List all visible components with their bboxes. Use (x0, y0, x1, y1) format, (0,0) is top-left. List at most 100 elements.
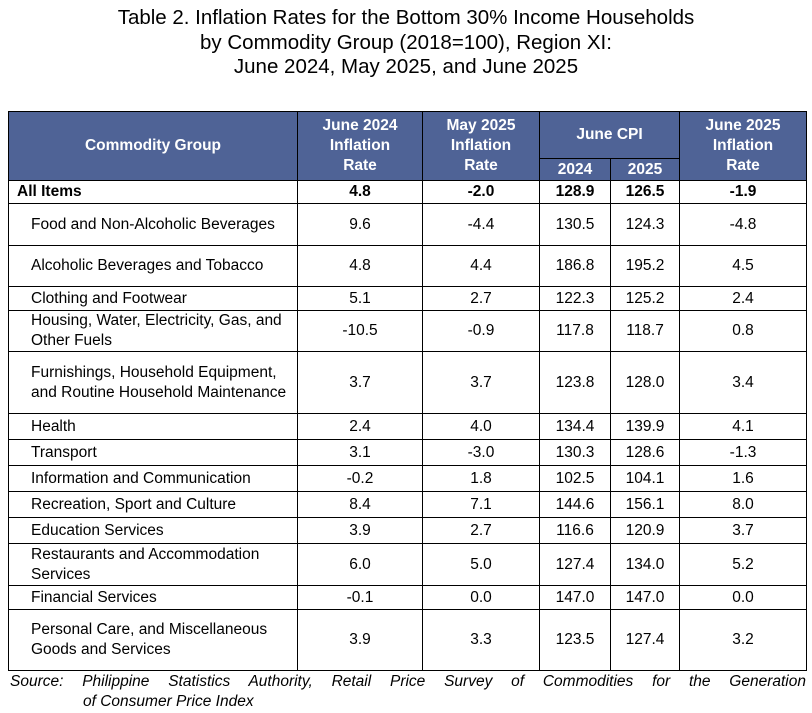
june-2024-rate: 6.0 (297, 543, 423, 586)
june-2024-rate: 4.8 (297, 245, 423, 287)
header-june-2024-line2: Inflation (329, 137, 391, 154)
table-body: All Items 4.8 -2.0 128.9 126.5 -1.9 Food… (8, 180, 808, 671)
cpi-2025: 118.7 (609, 310, 681, 352)
table-title: Table 2. Inflation Rates for the Bottom … (0, 6, 812, 80)
may-2025-rate: -3.0 (422, 439, 540, 466)
june-2025-rate: -4.8 (679, 203, 808, 246)
june-2024-rate: 2.4 (297, 413, 423, 440)
cpi-2024: 128.9 (539, 180, 611, 204)
june-2025-rate: 2.4 (679, 286, 808, 311)
commodity-name: Housing, Water, Electricity, Gas, and Ot… (8, 310, 298, 352)
may-2025-rate: 5.0 (422, 543, 540, 586)
june-2024-rate: 3.9 (297, 609, 423, 671)
june-2024-rate: 5.1 (297, 286, 423, 311)
table-row: Restaurants and Accommodation Services 6… (8, 543, 808, 586)
commodity-name: All Items (8, 180, 298, 204)
commodity-name: Financial Services (8, 585, 298, 610)
june-2024-rate: 3.1 (297, 439, 423, 466)
commodity-name: Restaurants and Accommodation Services (8, 543, 298, 586)
june-2025-rate: 3.4 (679, 351, 808, 414)
source-note: Source: Philippine Statistics Authority,… (10, 672, 806, 712)
header-june-cpi: June CPI (538, 111, 681, 159)
table-row: Information and Communication -0.2 1.8 1… (8, 465, 808, 492)
may-2025-rate: 4.0 (422, 413, 540, 440)
june-2024-rate: -0.2 (297, 465, 423, 492)
cpi-2024: 122.3 (539, 286, 611, 311)
cpi-2024: 123.5 (539, 609, 611, 671)
cpi-2025: 156.1 (609, 491, 681, 518)
june-2025-rate: 1.6 (679, 465, 808, 492)
header-june-2024-line3: Rate (343, 157, 377, 174)
cpi-2025: 134.0 (609, 543, 681, 586)
table-row: Food and Non-Alcoholic Beverages 9.6 -4.… (8, 203, 808, 246)
commodity-name: Alcoholic Beverages and Tobacco (8, 245, 298, 287)
commodity-name: Personal Care, and Miscellaneous Goods a… (8, 609, 298, 671)
cpi-2024: 117.8 (539, 310, 611, 352)
june-2025-rate: 3.7 (679, 517, 808, 544)
june-2024-rate: 4.8 (297, 180, 423, 204)
table-row-all-items: All Items 4.8 -2.0 128.9 126.5 -1.9 (8, 180, 808, 204)
cpi-2024: 186.8 (539, 245, 611, 287)
cpi-2025: 124.3 (609, 203, 681, 246)
may-2025-rate: -4.4 (422, 203, 540, 246)
table-row: Transport 3.1 -3.0 130.3 128.6 -1.3 (8, 439, 808, 466)
header-may-2025-line2: Inflation (450, 137, 512, 154)
june-2025-rate: -1.3 (679, 439, 808, 466)
may-2025-rate: 0.0 (422, 585, 540, 610)
may-2025-rate: 1.8 (422, 465, 540, 492)
june-2025-rate: 5.2 (679, 543, 808, 586)
cpi-2024: 116.6 (539, 517, 611, 544)
cpi-2025: 126.5 (609, 180, 681, 204)
cpi-2025: 147.0 (609, 585, 681, 610)
title-line-2: by Commodity Group (2018=100), Region XI… (200, 30, 612, 54)
inflation-table: Commodity Group June 2024 Inflation Rate… (8, 111, 808, 671)
header-commodity-group: Commodity Group (8, 111, 298, 181)
june-2025-rate: 8.0 (679, 491, 808, 518)
header-may-2025-line1: May 2025 (446, 117, 516, 134)
may-2025-rate: 3.3 (422, 609, 540, 671)
commodity-name: Food and Non-Alcoholic Beverages (8, 203, 298, 246)
commodity-name: Education Services (8, 517, 298, 544)
june-2024-rate: -0.1 (297, 585, 423, 610)
table-row: Alcoholic Beverages and Tobacco 4.8 4.4 … (8, 245, 808, 287)
commodity-name: Transport (8, 439, 298, 466)
table-row: Recreation, Sport and Culture 8.4 7.1 14… (8, 491, 808, 518)
commodity-name: Information and Communication (8, 465, 298, 492)
cpi-2024: 127.4 (539, 543, 611, 586)
table-row: Personal Care, and Miscellaneous Goods a… (8, 609, 808, 671)
title-line-1: Table 2. Inflation Rates for the Bottom … (117, 6, 695, 29)
june-2025-rate: 0.8 (679, 310, 808, 352)
cpi-2025: 195.2 (609, 245, 681, 287)
june-2025-rate: 0.0 (679, 585, 808, 610)
header-june-2025-line2: Inflation (712, 137, 774, 154)
cpi-2024: 134.4 (539, 413, 611, 440)
commodity-name: Recreation, Sport and Culture (8, 491, 298, 518)
may-2025-rate: 2.7 (422, 517, 540, 544)
cpi-2024: 102.5 (539, 465, 611, 492)
cpi-2024: 147.0 (539, 585, 611, 610)
cpi-2024: 130.5 (539, 203, 611, 246)
june-2024-rate: 3.9 (297, 517, 423, 544)
source-line-2: of Consumer Price Index (83, 693, 254, 710)
cpi-2025: 139.9 (609, 413, 681, 440)
june-2025-rate: 4.5 (679, 245, 808, 287)
commodity-name: Clothing and Footwear (8, 286, 298, 311)
june-2024-rate: 8.4 (297, 491, 423, 518)
header-cpi-2024: 2024 (539, 158, 611, 181)
table-row: Furnishings, Household Equipment, and Ro… (8, 351, 808, 414)
cpi-2025: 128.0 (609, 351, 681, 414)
may-2025-rate: 2.7 (422, 286, 540, 311)
cpi-2025: 120.9 (609, 517, 681, 544)
header-june-2025-line3: Rate (726, 157, 760, 174)
table-row: Clothing and Footwear 5.1 2.7 122.3 125.… (8, 286, 808, 311)
table-header: Commodity Group June 2024 Inflation Rate… (8, 111, 808, 181)
may-2025-rate: 7.1 (422, 491, 540, 518)
june-2024-rate: 9.6 (297, 203, 423, 246)
may-2025-rate: -0.9 (422, 310, 540, 352)
source-line-1: Source: Philippine Statistics Authority,… (10, 673, 806, 690)
june-2024-rate: -10.5 (297, 310, 423, 352)
header-may-2025-line3: Rate (464, 157, 498, 174)
title-line-3: June 2024, May 2025, and June 2025 (233, 55, 579, 78)
cpi-2025: 125.2 (609, 286, 681, 311)
commodity-name: Furnishings, Household Equipment, and Ro… (8, 351, 298, 414)
